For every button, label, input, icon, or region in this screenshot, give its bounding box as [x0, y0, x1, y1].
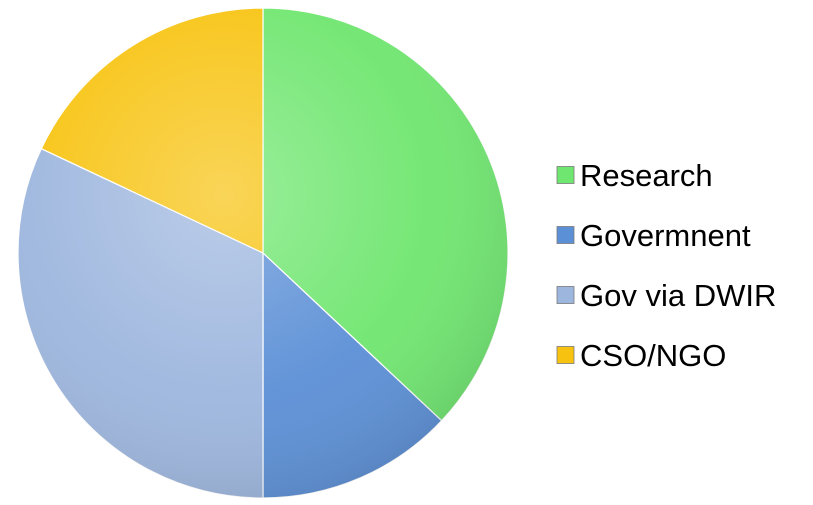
legend-label-govermnent: Govermnent: [580, 218, 751, 253]
legend-swatch-cso-ngo: [556, 346, 575, 364]
legend-swatch-research: [556, 166, 575, 184]
legend-item-cso-ngo: CSO/NGO: [556, 338, 726, 373]
legend-swatch-govermnent: [556, 226, 575, 244]
legend-label-gov-via-dwir: Gov via DWIR: [580, 278, 776, 313]
legend-item-gov-via-dwir: Gov via DWIR: [556, 278, 776, 313]
legend-label-research: Research: [580, 158, 713, 193]
legend: Research Govermnent Gov via DWIR CSO/NGO: [556, 158, 776, 373]
pie-slices: [17, 7, 509, 499]
legend-label-cso-ngo: CSO/NGO: [580, 338, 726, 373]
legend-item-govermnent: Govermnent: [556, 218, 751, 253]
legend-item-research: Research: [556, 158, 713, 193]
legend-swatch-gov-via-dwir: [556, 286, 575, 304]
